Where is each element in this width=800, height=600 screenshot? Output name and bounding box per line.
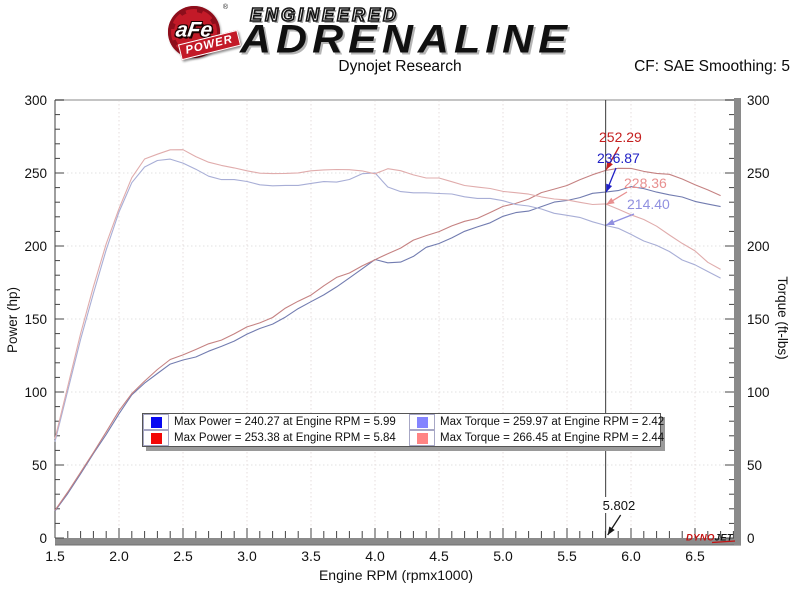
legend-swatch-salmon xyxy=(416,432,428,444)
legend-item-max-torque-blue: Max Torque = 259.97 at Engine RPM = 2.42 xyxy=(409,414,664,430)
y-right-tick-label: 50 xyxy=(747,458,762,473)
x-axis-title: Engine RPM (rpmx1000) xyxy=(319,567,473,583)
x-tick-label: 4.0 xyxy=(365,548,385,564)
legend-box: Max Power = 240.27 at Engine RPM = 5.99 … xyxy=(142,413,664,447)
registered-mark: ® xyxy=(222,4,228,11)
x-tick-label: 2.5 xyxy=(173,548,193,564)
brand-adrenaline: ADRENALINE xyxy=(240,17,572,62)
y-left-tick-label: 200 xyxy=(24,239,47,254)
cursor-callout-214.40: 214.40 xyxy=(627,196,670,212)
legend-swatch-red xyxy=(150,432,162,444)
axis-ticks xyxy=(54,99,734,539)
y-left-tick-label: 100 xyxy=(24,385,47,400)
y-right-tick-label: 150 xyxy=(747,312,770,327)
afe-logo-badge: aFe ® POWER xyxy=(166,4,242,62)
tick-labels: 1.5 2.0 2.5 3.0 3.5 4.0 4.5 5.0 5.5 6.0 6.5 0 0 50 50 1… xyxy=(24,93,769,564)
x-tick-label: 5.0 xyxy=(493,548,513,564)
curves xyxy=(54,149,721,512)
smoothing-label: CF: SAE Smoothing: 5 xyxy=(634,58,790,75)
x-tick-label: 6.0 xyxy=(621,548,641,564)
legend-swatch-blue xyxy=(150,416,162,428)
x-tick-label: 6.5 xyxy=(685,548,705,564)
x-tick-label: 4.5 xyxy=(429,548,449,564)
dynojet-logo: DYNOJET xyxy=(686,533,734,544)
x-tick-label: 2.0 xyxy=(109,548,129,564)
y-left-tick-label: 250 xyxy=(24,166,47,181)
cursor-annotations: 252.29 236.87 228.36 214.40 5.802 xyxy=(597,100,670,538)
y-right-tick-label: 300 xyxy=(747,93,770,108)
afe-brand-logo: aFe ® POWER ENGINEERED ADRENALINE xyxy=(166,4,572,62)
axis-titles: Engine RPM (rpmx1000) Power (hp) Torque (f… xyxy=(5,276,790,583)
y-right-axis-title: Torque (ft-lbs) xyxy=(775,276,790,359)
y-left-tick-label: 300 xyxy=(24,93,47,108)
curve-power-blue xyxy=(54,186,721,512)
legend-item-max-torque-red: Max Torque = 266.45 at Engine RPM = 2.44 xyxy=(409,430,664,446)
y-left-tick-label: 150 xyxy=(24,312,47,327)
curve-power-red xyxy=(54,167,721,511)
curve-torque-blue xyxy=(54,158,721,442)
cursor-callout-228.36: 228.36 xyxy=(624,175,667,191)
cursor-callout-236.87: 236.87 xyxy=(597,150,640,166)
x-tick-label: 3.5 xyxy=(301,548,321,564)
dynojet-watermark: DYNOJET xyxy=(686,533,736,544)
legend-item-max-power-blue: Max Power = 240.27 at Engine RPM = 5.99 xyxy=(143,414,409,430)
y-right-tick-label: 250 xyxy=(747,166,770,181)
x-tick-label: 1.5 xyxy=(45,548,65,564)
cursor-rpm-label: 5.802 xyxy=(603,498,636,513)
y-left-axis-title: Power (hp) xyxy=(5,287,20,353)
cursor-callout-252.29: 252.29 xyxy=(599,129,642,145)
y-left-tick-label: 0 xyxy=(39,531,47,546)
cursor-rpm-label-bg xyxy=(599,497,640,513)
legend-swatch-periwinkle xyxy=(416,416,428,428)
y-right-tick-label: 100 xyxy=(747,385,770,400)
curve-torque-red xyxy=(54,149,721,439)
header: aFe ® POWER ENGINEERED ADRENALINE Dynoje… xyxy=(0,0,800,90)
y-right-tick-label: 0 xyxy=(747,531,755,546)
brand-engineered: ENGINEERED xyxy=(249,5,400,25)
x-tick-label: 5.5 xyxy=(557,548,577,564)
x-tick-label: 3.0 xyxy=(237,548,257,564)
y-right-tick-label: 200 xyxy=(747,239,770,254)
y-left-tick-label: 50 xyxy=(32,458,47,473)
legend-item-max-power-red: Max Power = 253.38 at Engine RPM = 5.84 xyxy=(143,430,409,446)
chart-title: Dynojet Research xyxy=(338,58,462,75)
